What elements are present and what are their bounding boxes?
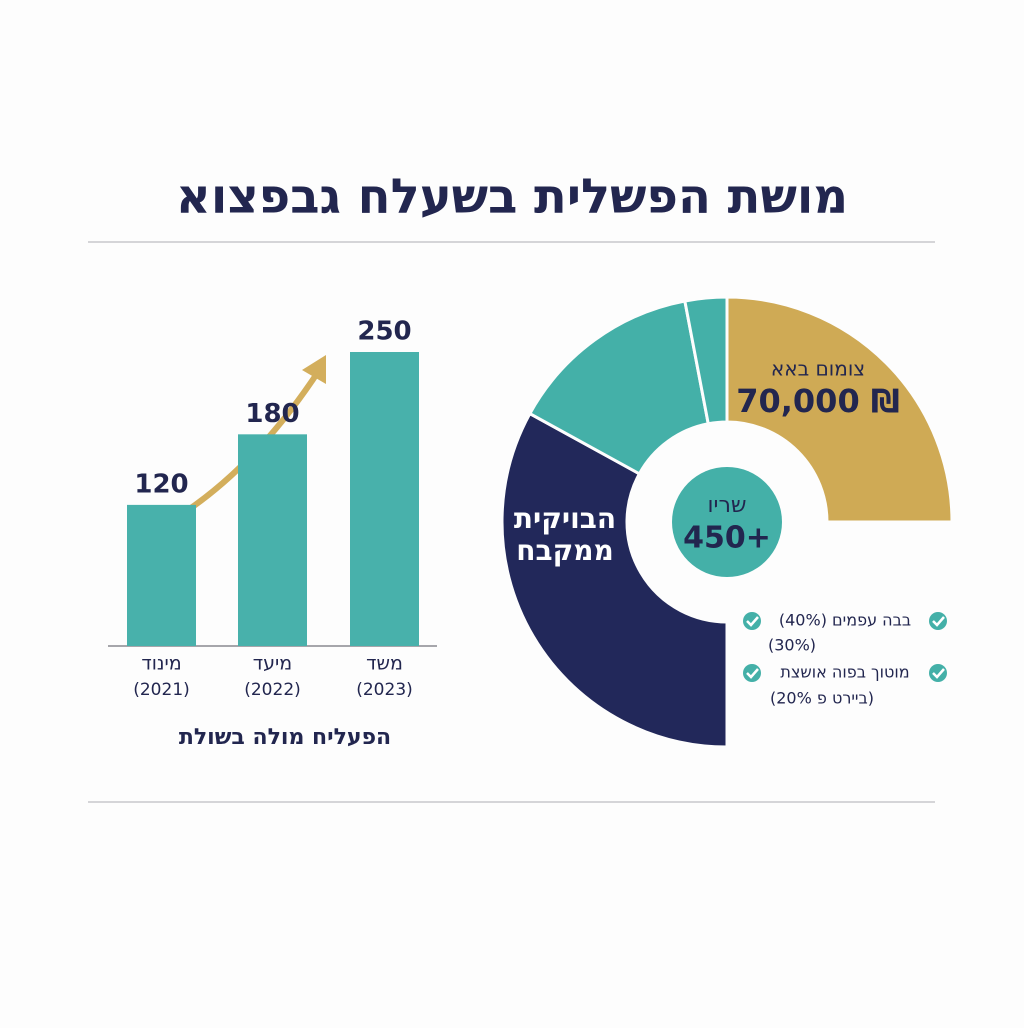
donut-segment <box>725 295 954 524</box>
bar <box>127 504 196 646</box>
check-icon <box>929 612 947 630</box>
segment-label: צומום באא <box>771 357 865 381</box>
check-icon <box>929 664 947 682</box>
check-icon <box>743 664 761 682</box>
category-label: (2023) <box>356 680 413 700</box>
chart-caption: הפעליח מולה בשולת <box>179 725 391 750</box>
center-label: שריו <box>708 493 747 518</box>
segment-label: הבויקית <box>514 502 616 535</box>
bar <box>350 352 419 646</box>
value-label: 180 <box>245 399 299 429</box>
page-title: מושת הפשלית בשעלח גבפצוא <box>176 169 848 225</box>
donut-segment <box>500 411 729 749</box>
trend-arrowhead <box>302 355 326 384</box>
bar <box>238 434 307 646</box>
category-label: מיעד <box>253 653 292 675</box>
check <box>746 616 759 627</box>
donut-segment <box>527 299 711 476</box>
legend-text: בבה עפמים (40%) <box>779 611 911 630</box>
legend-text: מוטוך בפוה אושצת <box>780 663 909 682</box>
category-label: מינוד <box>141 653 181 675</box>
center-label: 450+ <box>683 521 771 556</box>
check <box>932 668 945 679</box>
segment-label: 70,000 ₪ <box>736 382 900 420</box>
value-label: 250 <box>357 317 411 347</box>
legend: בבה עפמים (40%) (30%) מוטוך בפוה אושצת (… <box>743 611 947 708</box>
center-badge <box>672 467 782 577</box>
value-label: 120 <box>134 469 188 499</box>
category-label: (2022) <box>244 680 301 700</box>
category-label: משד <box>366 653 403 675</box>
check <box>932 616 945 627</box>
legend-text: (ביירט פ 20%) <box>770 689 874 708</box>
segment-label: ממקבח <box>516 534 613 567</box>
category-label: (2021) <box>133 680 190 700</box>
check <box>746 668 759 679</box>
legend-text: (30%) <box>768 636 816 655</box>
check-icon <box>743 612 761 630</box>
